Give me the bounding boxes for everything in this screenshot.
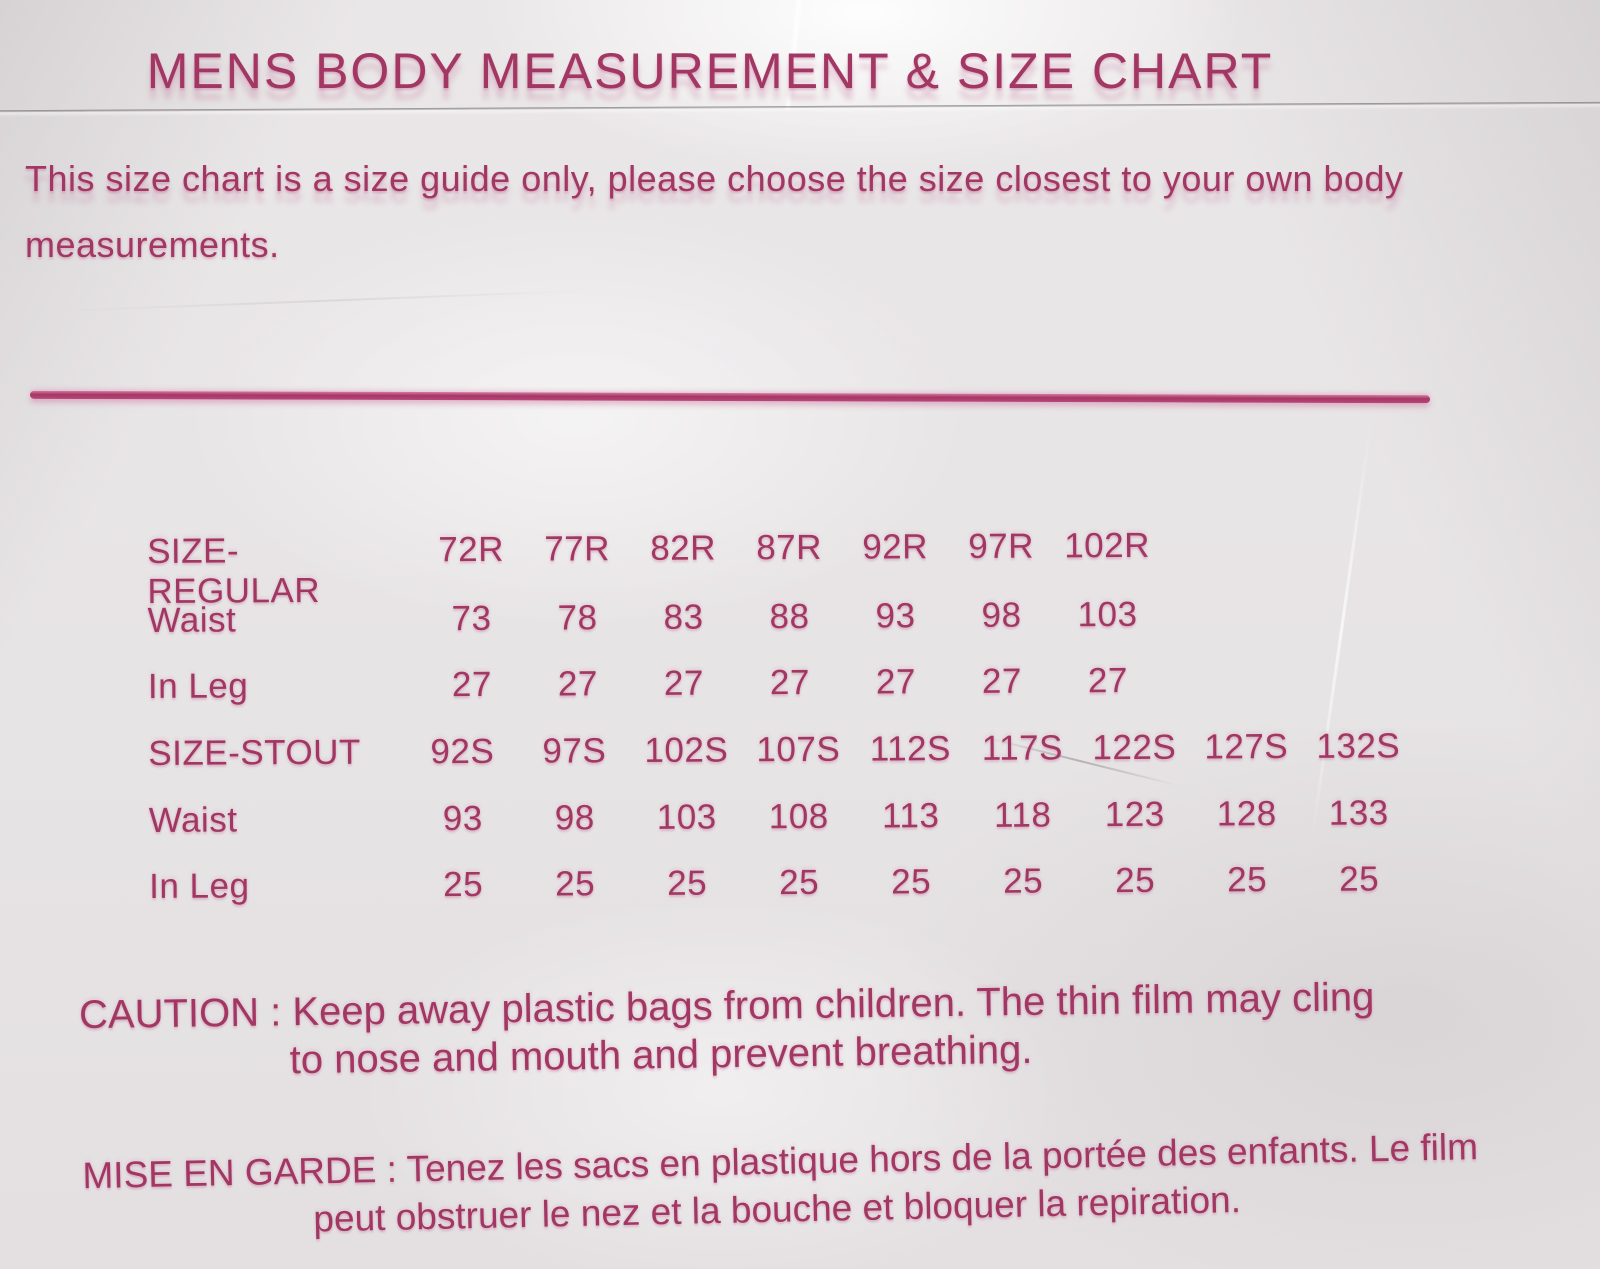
value-cell: 83 (663, 597, 704, 637)
value-cell: 27 (557, 664, 599, 704)
value-cell: 98 (981, 595, 1022, 635)
size-cell: 107S (756, 729, 841, 770)
value-cell: 123 (1104, 794, 1165, 835)
stout-inleg-row: In Leg 25 25 25 25 25 25 25 25 25 (2, 858, 1600, 906)
value-cell: 103 (656, 797, 717, 837)
value-cell: 25 (779, 862, 820, 903)
bag-vertical-shine (1310, 421, 1373, 839)
value-cell: 25 (1339, 859, 1380, 899)
size-cell: 87R (756, 527, 823, 568)
value-cell: 27 (663, 663, 705, 703)
bag-seam-line (0, 101, 1600, 113)
row-label-waist: Waist (148, 800, 238, 840)
value-cell: 25 (891, 862, 932, 902)
regular-waist-cells: 73 78 83 88 93 98 103 (418, 595, 1160, 640)
value-cell: 118 (993, 795, 1052, 835)
value-cell: 73 (451, 598, 492, 639)
size-cell: 102S (644, 730, 729, 770)
caution-note: CAUTION : Keep away plastic bags from ch… (0, 0, 1600, 1082)
stout-waist-cells: 93 98 103 108 113 118 123 128 133 (407, 793, 1415, 839)
value-cell: 27 (451, 664, 493, 705)
value-cell: 128 (1216, 794, 1277, 834)
intro-line-1: This size chart is a size guide only, pl… (25, 158, 1404, 199)
size-cell: 72R (438, 529, 505, 570)
value-cell: 27 (875, 662, 917, 702)
size-cell: 122S (1092, 727, 1177, 768)
size-cell: 97S (542, 731, 607, 771)
size-cell: 102R (1064, 525, 1151, 566)
value-cell: 25 (1227, 860, 1268, 900)
bag-fold-crease (1462, 0, 1600, 105)
stout-inleg-cells: 25 25 25 25 25 25 25 25 25 (407, 859, 1415, 905)
regular-inleg-row: In Leg 27 27 27 27 27 27 27 (1, 658, 1600, 706)
value-cell: 93 (875, 596, 916, 636)
size-cell: 132S (1316, 726, 1401, 766)
row-label-waist: Waist (147, 600, 237, 640)
row-label-inleg: In Leg (149, 866, 250, 906)
size-cell: 92R (862, 527, 929, 567)
size-cell: 92S (430, 731, 495, 772)
size-cell: 77R (544, 529, 611, 569)
warning-fr-line-1: MISE EN GARDE : Tenez les sacs en plasti… (82, 1126, 1479, 1197)
stout-size-row: SIZE-STOUT 92S 97S 102S 107S 112S 117S 122S 127… (1, 725, 1600, 773)
value-cell: 27 (769, 662, 811, 703)
size-cell: 117S (981, 728, 1064, 768)
regular-inleg-cells: 27 27 27 27 27 27 27 (419, 661, 1161, 706)
value-cell: 108 (768, 796, 829, 837)
bag-faint-crease (60, 290, 580, 312)
value-cell: 93 (442, 798, 483, 839)
caution-line-1: CAUTION : Keep away plastic bags from ch… (78, 975, 1375, 1038)
value-cell: 78 (557, 598, 598, 638)
warning-note-french: MISE EN GARDE : Tenez les sacs en plasti… (0, 0, 1600, 1239)
value-cell: 103 (1077, 594, 1138, 635)
hand-drawn-divider-line (29, 390, 1431, 404)
value-cell: 27 (981, 661, 1023, 701)
row-label-size-stout: SIZE-STOUT (148, 732, 361, 773)
size-table: SIZE-REGULAR 72R 77R 82R 87R 92R 97R 102R Wais… (0, 523, 1600, 906)
stout-size-cells: 92S 97S 102S 107S 112S 117S 122S 127S 132S (406, 726, 1414, 772)
size-cell: 97R (968, 526, 1035, 566)
size-cell: 82R (650, 528, 717, 568)
value-cell: 25 (1115, 860, 1156, 901)
size-cell: 112S (869, 729, 952, 769)
row-label-inleg: In Leg (147, 666, 249, 706)
caution-line-2: to nose and mouth and prevent breathing. (289, 1027, 1033, 1083)
value-cell: 133 (1328, 793, 1389, 833)
value-cell: 25 (443, 864, 484, 905)
size-cell: 127S (1204, 727, 1289, 767)
regular-size-row: SIZE-REGULAR 72R 77R 82R 87R 92R 97R 102R (0, 523, 1600, 611)
value-cell: 25 (555, 864, 596, 904)
value-cell: 27 (1087, 661, 1129, 701)
stout-waist-row: Waist 93 98 103 108 113 118 123 128 133 (2, 792, 1600, 840)
regular-size-cells: 72R 77R 82R 87R 92R 97R 102R (418, 526, 1160, 571)
value-cell: 88 (769, 596, 810, 637)
value-cell: 113 (881, 796, 940, 836)
value-cell: 25 (1003, 861, 1044, 901)
value-cell: 25 (667, 863, 708, 903)
page-title: MENS BODY MEASUREMENT & SIZE CHART (146, 43, 1274, 99)
value-cell: 98 (554, 798, 595, 838)
intro-line-2: measurements. (25, 224, 280, 265)
